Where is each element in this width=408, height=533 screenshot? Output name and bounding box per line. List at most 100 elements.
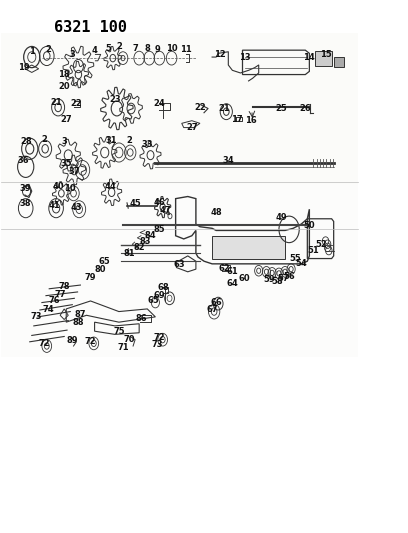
Text: 2: 2 [41,135,47,144]
Bar [1,184,358,357]
Text: 23: 23 [109,95,121,104]
Text: 86: 86 [135,314,147,323]
Text: 50: 50 [304,221,315,230]
Text: 44: 44 [105,182,117,191]
Text: 22: 22 [71,99,82,108]
Text: 68: 68 [157,283,169,292]
Text: 73: 73 [152,340,163,349]
Text: 17: 17 [231,115,242,124]
Text: 9: 9 [155,45,160,54]
Text: 76: 76 [48,296,60,305]
Text: 18: 18 [58,70,70,79]
Text: 12: 12 [214,50,226,59]
Text: 59: 59 [263,275,275,284]
Text: 27: 27 [186,123,197,132]
Text: 7: 7 [132,44,138,53]
Polygon shape [212,236,285,259]
Text: 2: 2 [126,136,132,145]
Text: 5: 5 [106,44,112,53]
Text: 79: 79 [85,272,96,281]
Text: 16: 16 [245,116,257,125]
Bar [334,56,344,67]
Text: 6321 100: 6321 100 [54,20,127,35]
Text: 64: 64 [226,279,238,288]
Text: 63: 63 [174,261,186,269]
Text: 35: 35 [60,159,72,167]
Text: 73: 73 [30,312,42,321]
Text: 8: 8 [144,44,150,53]
Text: 33: 33 [142,140,153,149]
Text: 80: 80 [95,265,106,273]
Text: 15: 15 [320,50,331,59]
Text: 21: 21 [50,98,62,107]
Text: 37: 37 [69,166,80,175]
Text: 84: 84 [145,231,156,240]
Text: 49: 49 [275,213,287,222]
Bar [1,33,358,184]
Text: 13: 13 [239,53,251,62]
Text: 1: 1 [29,47,35,56]
Text: 56: 56 [283,271,295,280]
Text: 46: 46 [153,198,165,207]
Text: 45: 45 [129,199,141,208]
Text: 72: 72 [85,337,96,346]
Text: 87: 87 [75,310,86,319]
Text: 69: 69 [154,291,165,300]
Text: 40: 40 [52,182,64,191]
Text: 21: 21 [218,104,230,113]
Bar [315,51,332,66]
Text: 74: 74 [42,305,54,314]
Text: 62: 62 [218,264,230,272]
Text: 11: 11 [180,45,192,54]
Text: 2: 2 [45,45,51,54]
Text: 60: 60 [239,273,251,282]
Text: 54: 54 [295,260,307,268]
Text: 52: 52 [316,240,327,249]
Text: 55: 55 [289,254,301,263]
Text: 4: 4 [92,46,98,55]
Text: 70: 70 [123,335,135,344]
Text: 75: 75 [113,327,125,336]
Text: 78: 78 [58,282,70,291]
Text: 83: 83 [140,237,151,246]
Text: 3: 3 [69,50,75,59]
Text: 38: 38 [20,199,31,208]
Text: 39: 39 [20,183,31,192]
Text: 72: 72 [154,333,165,342]
Text: 28: 28 [20,138,31,147]
Text: 10: 10 [64,183,76,192]
Text: 82: 82 [133,243,145,252]
Text: 72: 72 [38,339,50,348]
Text: 10: 10 [166,44,177,53]
Text: 36: 36 [18,156,29,165]
Text: 58: 58 [271,277,283,286]
Text: 81: 81 [123,249,135,259]
Text: 88: 88 [73,318,84,327]
Text: 71: 71 [117,343,129,352]
Text: 61: 61 [226,268,238,276]
Text: 41: 41 [48,201,60,210]
Text: 66: 66 [210,298,222,307]
Text: 51: 51 [308,246,319,255]
Text: 34: 34 [222,156,234,165]
Text: 65: 65 [147,296,159,305]
Text: 14: 14 [304,53,315,62]
Text: 25: 25 [275,104,287,113]
Text: 57: 57 [277,273,289,282]
Text: 67: 67 [206,305,218,314]
Text: 20: 20 [58,82,70,91]
Text: 19: 19 [18,63,29,72]
Text: 47: 47 [160,206,171,215]
Text: 43: 43 [71,203,82,212]
Text: 85: 85 [154,225,165,234]
Text: 26: 26 [299,104,311,113]
Text: 65: 65 [99,257,111,265]
Text: 77: 77 [54,289,66,298]
Text: 2: 2 [116,42,122,51]
Text: 27: 27 [60,115,72,124]
Text: 3: 3 [61,138,67,147]
Text: 48: 48 [211,208,222,217]
Text: 24: 24 [153,99,165,108]
Text: 31: 31 [105,136,117,145]
Text: 89: 89 [67,336,78,345]
